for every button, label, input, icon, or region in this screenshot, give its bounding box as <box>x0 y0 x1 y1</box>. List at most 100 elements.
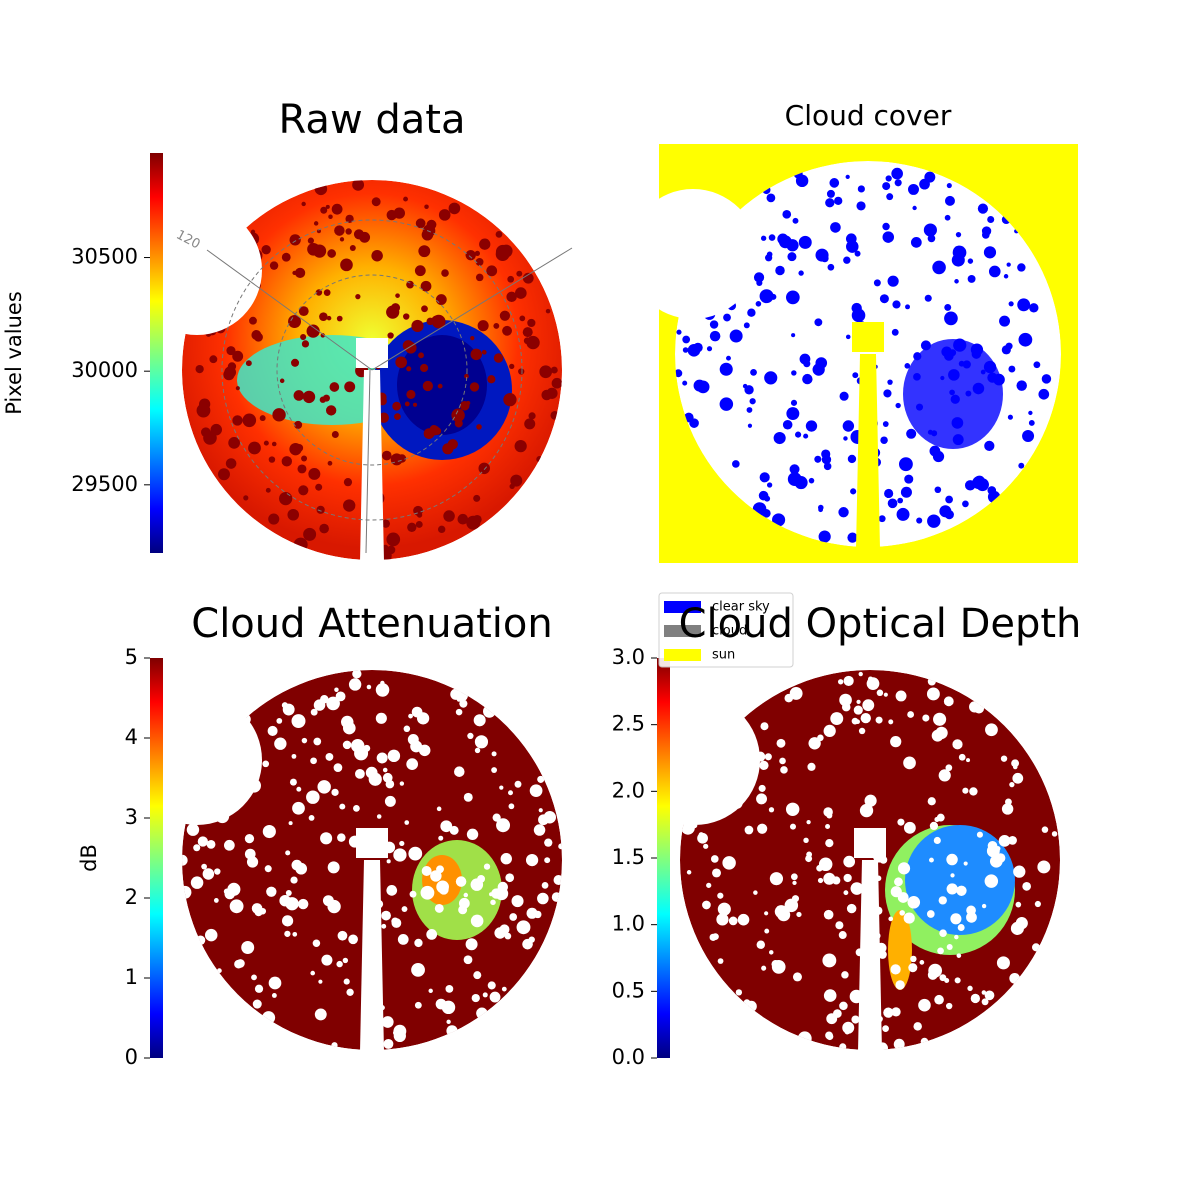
colorbar-label: dB <box>77 844 101 872</box>
speck <box>336 315 343 322</box>
speck <box>279 378 285 384</box>
speck <box>717 892 724 899</box>
speck <box>424 204 429 210</box>
speck <box>298 306 309 317</box>
speck <box>312 939 321 948</box>
speck <box>391 918 402 928</box>
speck <box>981 903 987 909</box>
speck <box>903 821 916 834</box>
speck <box>232 415 243 426</box>
speck <box>406 366 412 372</box>
speck <box>985 723 998 737</box>
speck <box>697 832 708 844</box>
speck <box>508 790 513 796</box>
speck <box>443 510 455 522</box>
speck <box>895 690 907 702</box>
speck <box>430 870 442 882</box>
speck <box>839 693 852 707</box>
speck <box>1041 374 1052 384</box>
speck <box>201 863 207 870</box>
speck <box>1007 414 1013 420</box>
speck <box>832 876 841 885</box>
speck <box>939 929 947 937</box>
speck <box>322 394 330 402</box>
speck <box>822 953 837 968</box>
speck <box>958 360 965 367</box>
speck <box>756 279 763 287</box>
speck <box>970 993 980 1004</box>
speck <box>1033 361 1041 369</box>
speck <box>235 386 240 391</box>
speck <box>499 310 511 321</box>
speck <box>823 724 836 738</box>
speck <box>712 868 722 878</box>
speck <box>709 320 719 329</box>
speck <box>344 381 356 393</box>
speck <box>826 878 833 885</box>
speck <box>815 248 829 262</box>
speck <box>798 270 804 276</box>
speck <box>326 696 340 711</box>
speck <box>486 265 498 277</box>
speck <box>839 1001 848 1011</box>
speck <box>474 747 481 754</box>
speck <box>524 418 536 430</box>
speck <box>759 472 770 483</box>
speck <box>504 932 512 940</box>
speck <box>929 517 937 525</box>
speck <box>757 823 768 834</box>
speck <box>414 321 422 329</box>
legend-label: clear sky <box>712 600 770 615</box>
speck <box>838 507 849 518</box>
speck <box>972 476 986 490</box>
speck <box>743 322 750 329</box>
colorbar-tick-label: 1.5 <box>612 845 645 869</box>
speck <box>223 839 235 851</box>
speck <box>954 279 959 284</box>
speck <box>264 865 272 873</box>
speck <box>1008 301 1014 307</box>
speck <box>343 478 353 487</box>
speck <box>882 1025 889 1032</box>
speck <box>447 439 458 450</box>
speck <box>790 399 798 406</box>
speck <box>522 272 534 284</box>
speck <box>279 491 293 506</box>
speck <box>875 716 883 724</box>
speck <box>791 895 800 903</box>
speck <box>851 1015 860 1024</box>
speck <box>384 795 396 807</box>
speck <box>301 340 310 348</box>
speck <box>749 398 756 405</box>
speck <box>780 766 788 774</box>
speck <box>852 372 859 379</box>
speck <box>426 929 438 940</box>
speck <box>838 931 847 940</box>
speck <box>924 294 932 302</box>
speck <box>826 189 835 198</box>
speck <box>263 440 269 446</box>
speck <box>929 821 939 831</box>
speck <box>376 752 388 764</box>
speck <box>404 401 410 407</box>
speck <box>343 978 350 985</box>
speck <box>922 714 930 722</box>
speck <box>206 839 216 849</box>
speck <box>418 744 431 757</box>
speck <box>823 909 834 920</box>
speck <box>962 500 969 508</box>
speck <box>202 868 215 880</box>
speck <box>706 346 713 352</box>
speck <box>254 984 264 993</box>
speck <box>327 460 333 466</box>
speck <box>879 294 889 304</box>
speck <box>236 959 245 968</box>
speck <box>334 687 339 692</box>
speck <box>728 916 738 926</box>
speck <box>550 411 560 420</box>
speck <box>465 250 476 261</box>
speck <box>776 738 786 748</box>
speck <box>411 963 425 977</box>
speck <box>381 1016 394 1028</box>
speck <box>932 450 945 463</box>
